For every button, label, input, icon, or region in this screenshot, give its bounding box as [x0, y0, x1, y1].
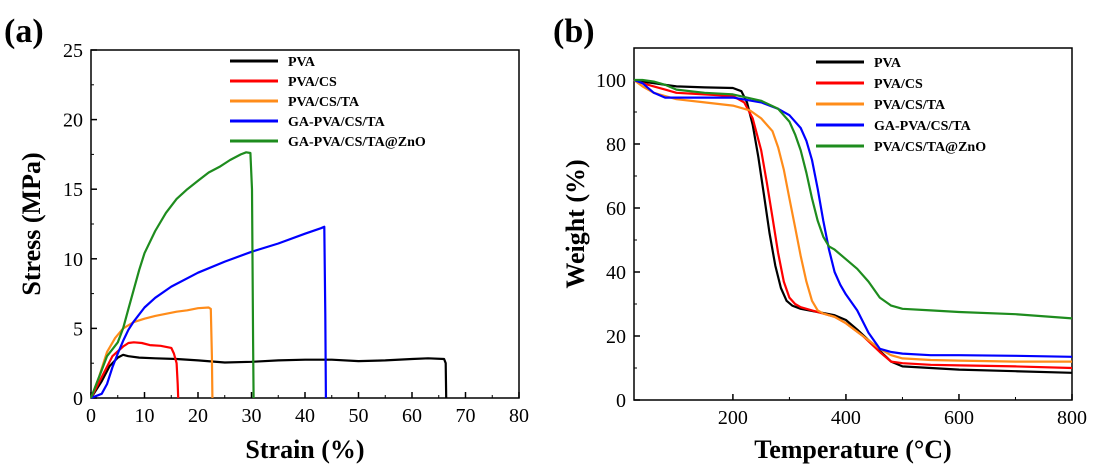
- x-tick-label: 60: [402, 405, 422, 427]
- series-line-ga-pva-cs-ta: [90, 225, 327, 400]
- y-tick-label: 0: [616, 390, 626, 412]
- x-tick-label: 600: [944, 407, 974, 429]
- x-tick-label: 800: [1057, 407, 1087, 429]
- series-line-pva-cs-ta: [89, 306, 214, 399]
- x-tick-label: 200: [718, 407, 748, 429]
- series-line-ga-pva-cs-ta-zno: [89, 151, 255, 399]
- y-tick-label: 10: [63, 249, 83, 271]
- series-line-pva-cs: [90, 341, 180, 399]
- panel-a-label: (a): [4, 13, 44, 50]
- panel-a-xlabel: Strain (%): [245, 435, 364, 464]
- y-tick-label: 15: [63, 179, 83, 201]
- x-tick-label: 400: [831, 407, 861, 429]
- series-line-ga-pva-cs-ta: [633, 78, 1073, 358]
- panel-b-legend: PVA PVA/CS PVA/CS/TA GA-PVA/CS/TA PVA/CS/TA@…: [816, 56, 986, 155]
- panel-a: (a) 0 10 20 30 40 50 60 70 80 0 5 10 15 20 25 Strain (…: [4, 13, 529, 464]
- legend-label: PVA/CS: [874, 77, 923, 92]
- panel-a-ylabel: Stress (MPa): [17, 152, 46, 295]
- x-tick-label: 0: [86, 405, 96, 427]
- series-line-pva: [90, 353, 448, 399]
- y-tick-label: 40: [606, 262, 626, 284]
- panel-b-ticks: 200 400 600 800 0 20 40 60 80 100: [596, 70, 1087, 429]
- x-tick-label: 20: [188, 405, 208, 427]
- legend-label: PVA/CS/TA: [288, 95, 360, 110]
- panel-b-xlabel: Temperature (°C): [754, 435, 951, 464]
- legend-label: PVA/CS/TA: [874, 98, 946, 113]
- y-tick-label: 100: [596, 70, 626, 92]
- x-tick-label: 50: [349, 405, 369, 427]
- y-tick-label: 5: [73, 318, 83, 340]
- y-tick-label: 0: [73, 388, 83, 410]
- panel-b-label: (b): [553, 13, 595, 50]
- legend-label: PVA/CS: [288, 75, 337, 90]
- panel-a-series: [89, 151, 448, 400]
- y-tick-label: 25: [63, 40, 83, 62]
- y-tick-label: 20: [63, 110, 83, 132]
- panel-a-legend: PVA PVA/CS PVA/CS/TA GA-PVA/CS/TA GA-PVA/CS/…: [230, 55, 426, 150]
- legend-label: GA-PVA/CS/TA: [874, 119, 972, 134]
- panel-b-ylabel: Weight (%): [561, 159, 590, 288]
- legend-label: PVA: [874, 56, 902, 71]
- x-tick-label: 80: [509, 405, 529, 427]
- series-line-pva-cs-ta: [633, 79, 1072, 363]
- y-tick-label: 80: [606, 134, 626, 156]
- legend-label: GA-PVA/CS/TA@ZnO: [288, 135, 426, 150]
- legend-label: PVA/CS/TA@ZnO: [874, 140, 986, 155]
- series-line-pva-cs-ta-zno: [634, 78, 1073, 320]
- panel-b: (b) 200 400 600 800 0 20 40 60 80 100 Temperature…: [553, 13, 1087, 464]
- panel-a-ticks: 0 10 20 30 40 50 60 70 80 0 5 10 15 20 25: [63, 40, 529, 427]
- x-tick-label: 40: [295, 405, 315, 427]
- x-tick-label: 10: [135, 405, 155, 427]
- series-line-pva-cs: [633, 78, 1073, 370]
- y-tick-label: 20: [606, 326, 626, 348]
- panel-b-series: [633, 78, 1073, 374]
- legend-label: PVA: [288, 55, 316, 70]
- y-tick-label: 60: [606, 198, 626, 220]
- panel-b-plot-frame: [633, 47, 1073, 401]
- x-tick-label: 30: [242, 405, 262, 427]
- x-tick-label: 70: [456, 405, 476, 427]
- legend-label: GA-PVA/CS/TA: [288, 115, 386, 130]
